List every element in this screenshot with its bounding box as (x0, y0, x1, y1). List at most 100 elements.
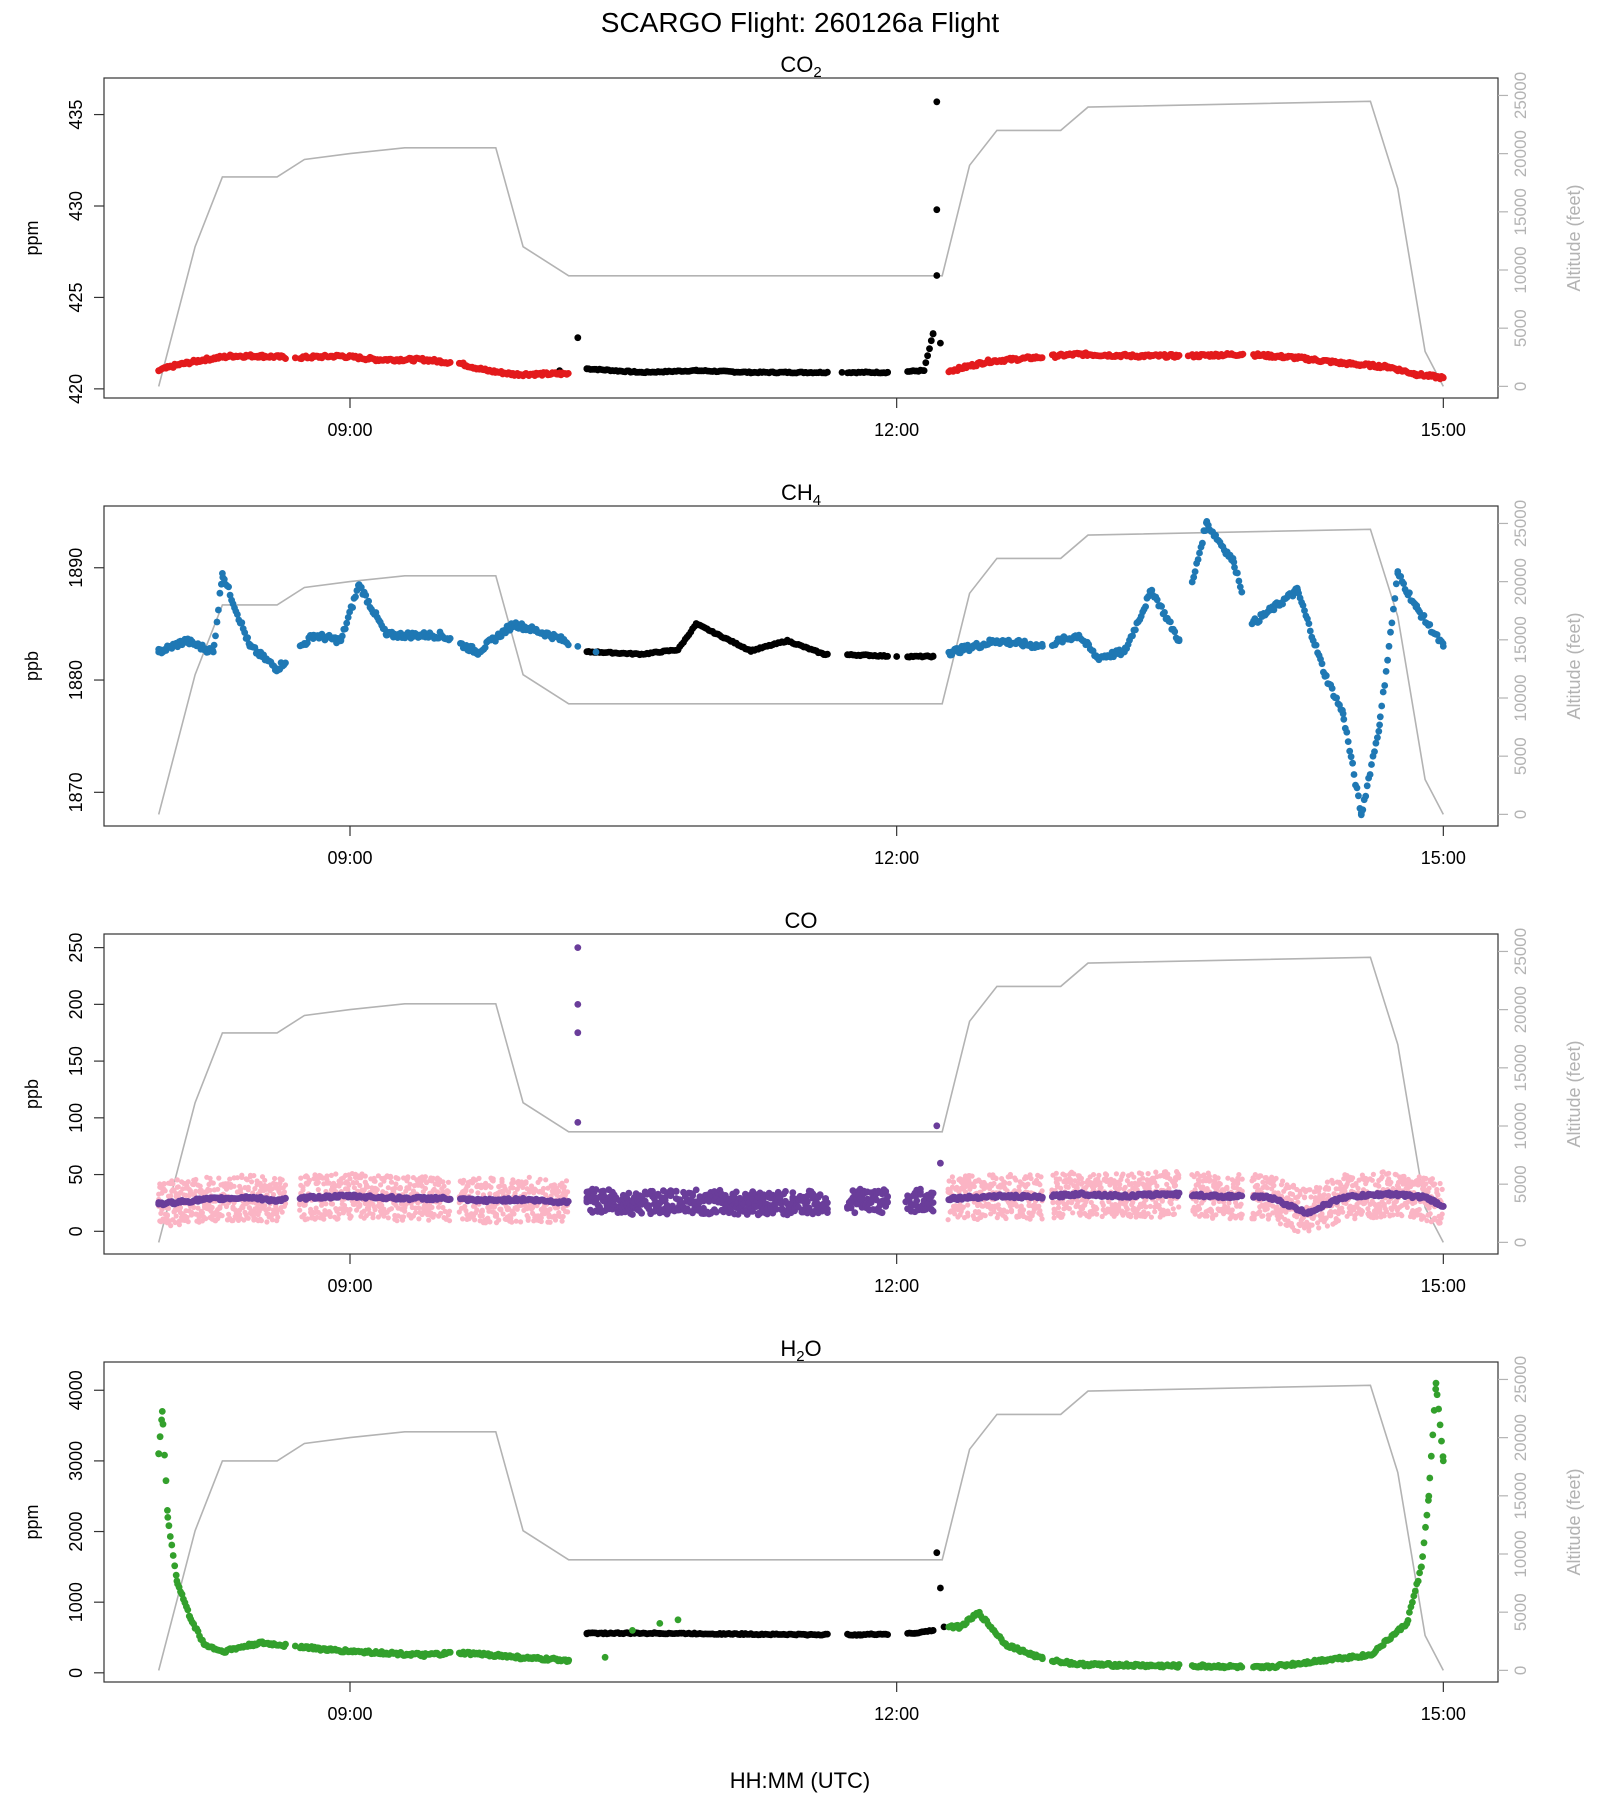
ground-point (933, 1122, 941, 1130)
raw-point (954, 1184, 960, 1190)
raw-point (1274, 1204, 1280, 1210)
flight-point (1347, 753, 1355, 761)
raw-point (1429, 1176, 1435, 1182)
raw-point (995, 1202, 1001, 1208)
raw-point (1192, 1211, 1198, 1217)
flight-point (1349, 759, 1356, 767)
raw-point (217, 1204, 223, 1210)
raw-point (1338, 1181, 1344, 1188)
ground-point (574, 1001, 582, 1008)
raw-point (1196, 1206, 1203, 1212)
raw-point (1153, 1169, 1159, 1175)
figure-xlabel: HH:MM (UTC) (730, 1768, 871, 1793)
raw-point (446, 1208, 453, 1214)
flight-point (481, 644, 489, 651)
plot-frame (103, 505, 1499, 827)
raw-point (1094, 1211, 1100, 1217)
raw-point (1050, 1200, 1056, 1206)
raw-point (1381, 1213, 1387, 1219)
raw-point (1060, 1211, 1066, 1218)
raw-point (945, 1217, 951, 1223)
raw-point (1324, 1179, 1330, 1185)
raw-point (329, 1201, 336, 1207)
raw-point (240, 1205, 246, 1211)
raw-point (1145, 1171, 1151, 1177)
raw-point (1236, 1172, 1242, 1178)
raw-point (1139, 1171, 1145, 1177)
raw-point (559, 1218, 565, 1224)
raw-point (1078, 1175, 1084, 1181)
flight-point (304, 639, 311, 647)
raw-point (1213, 1212, 1219, 1218)
raw-point (300, 1187, 306, 1193)
raw-point (513, 1218, 519, 1224)
raw-point (1002, 1180, 1008, 1186)
raw-point (526, 1174, 532, 1180)
flight-point (574, 643, 582, 650)
raw-point (436, 1204, 442, 1210)
ground-point (929, 1207, 937, 1215)
raw-point (1379, 1174, 1385, 1180)
raw-point (563, 1178, 570, 1184)
raw-point (407, 1181, 413, 1187)
raw-point (1260, 1179, 1266, 1185)
raw-point (540, 1185, 547, 1192)
raw-point (392, 1185, 398, 1191)
raw-point (357, 1182, 363, 1189)
raw-point (170, 1181, 176, 1187)
raw-point (1130, 1199, 1136, 1205)
flight-point (213, 618, 221, 626)
raw-point (234, 1175, 240, 1181)
raw-point (1160, 1207, 1166, 1213)
raw-point (1335, 1211, 1341, 1217)
ground-point (878, 1209, 886, 1217)
y2-axis-label: Altitude (feet) (1564, 184, 1584, 291)
flight-point (1439, 640, 1447, 647)
raw-point (227, 1176, 233, 1182)
raw-point (1113, 1211, 1119, 1217)
raw-point (465, 1183, 471, 1189)
flight-point (1132, 626, 1139, 634)
flight-point (1388, 619, 1396, 627)
flight-point (1234, 569, 1241, 577)
y-tick-label: 435 (66, 100, 86, 130)
raw-point (1280, 1178, 1286, 1184)
raw-point (416, 1205, 422, 1211)
ground-point (645, 1202, 653, 1209)
raw-point (398, 1201, 404, 1207)
raw-point (1399, 1213, 1405, 1219)
panel-3: CO050100150200250ppb05000100001500020000… (22, 908, 1584, 1296)
y2-tick-label: 15000 (1511, 616, 1530, 663)
raw-point (1254, 1182, 1261, 1188)
raw-point (1264, 1206, 1270, 1212)
ground-point (851, 1209, 859, 1217)
raw-point (528, 1183, 535, 1189)
raw-point (552, 1217, 559, 1223)
raw-point (982, 1213, 988, 1219)
ground-point (922, 359, 930, 367)
raw-point (281, 1189, 287, 1195)
raw-point (1283, 1209, 1289, 1215)
raw-point (1170, 1206, 1176, 1212)
flight-point (1362, 792, 1370, 800)
raw-point (971, 1183, 977, 1190)
flight-point (1433, 631, 1441, 638)
raw-point (282, 1182, 289, 1188)
ground-point (884, 652, 891, 660)
raw-point (1390, 1212, 1396, 1218)
raw-point (321, 1216, 327, 1222)
raw-point (249, 1179, 255, 1185)
raw-point (1088, 1199, 1094, 1206)
raw-point (1388, 1179, 1394, 1185)
flight-point (1167, 618, 1174, 626)
raw-point (1308, 1194, 1314, 1200)
y-tick-label: 430 (66, 191, 86, 221)
raw-point (193, 1188, 199, 1194)
y-tick-label: 420 (66, 374, 86, 404)
flight-point (212, 632, 219, 640)
raw-point (262, 1177, 268, 1183)
ground-point (574, 944, 582, 951)
raw-point (326, 1180, 332, 1186)
raw-point (1148, 1214, 1154, 1220)
raw-point (1225, 1205, 1231, 1211)
